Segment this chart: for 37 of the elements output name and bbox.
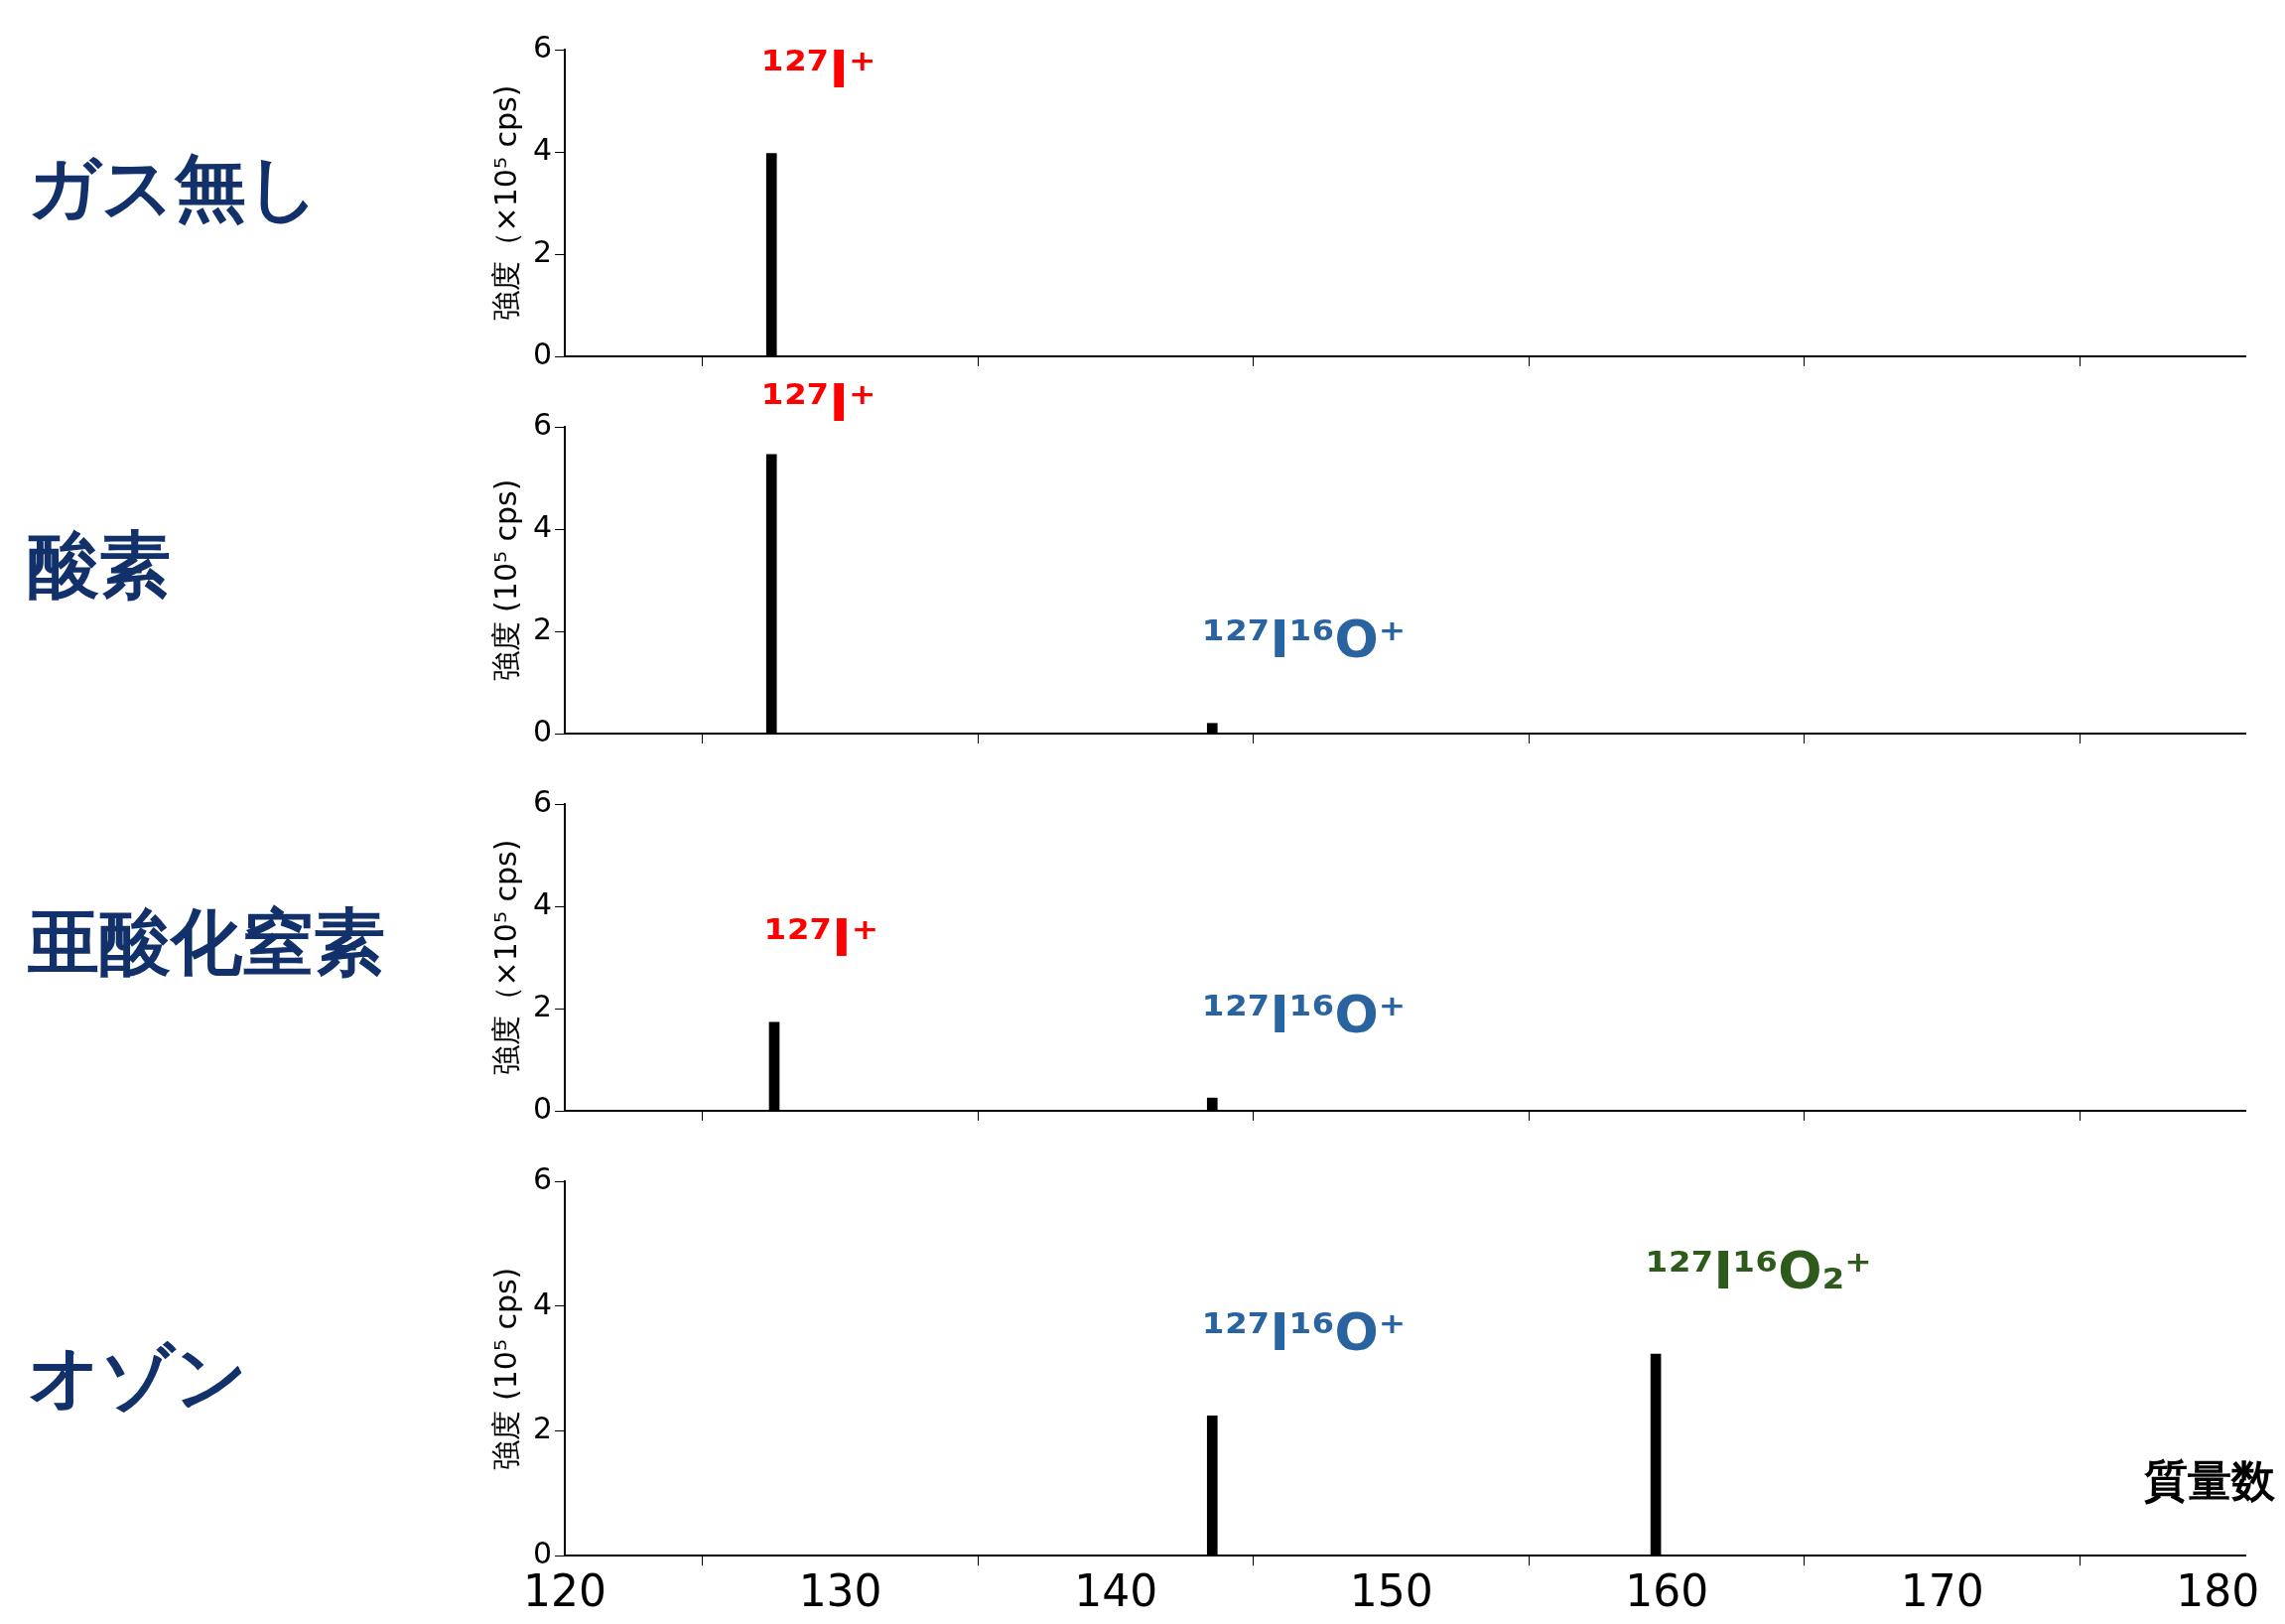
annotation: ¹²⁷I¹⁶O₂⁺ (1646, 1240, 1872, 1300)
annotation: ¹²⁷I¹⁶O⁺ (1202, 1301, 1407, 1362)
y-tick-label: 2 (532, 610, 553, 646)
y-tick-label: 2 (532, 1411, 553, 1446)
y-tick-label: 4 (532, 1286, 553, 1321)
y-axis-title: 強度 (10⁵ cps) (487, 478, 523, 682)
annotation: ¹²⁷I⁺ (764, 908, 879, 969)
y-tick-label: 6 (532, 783, 553, 819)
y-tick-label: 0 (532, 336, 553, 371)
y-axis-title: 強度 (10⁵ cps) (487, 1267, 523, 1470)
x-tick-label: 140 (1074, 1565, 1158, 1617)
text: ガス無し (27, 145, 321, 231)
y-tick-label: 2 (532, 233, 553, 269)
annotation: ¹²⁷I¹⁶O⁺ (1202, 609, 1407, 670)
x-tick-label: 160 (1625, 1565, 1709, 1617)
x-axis-title: 質量数 (2143, 1454, 2276, 1506)
y-axis-title: 強度（×10⁵ cps) (487, 84, 523, 322)
y-tick-label: 6 (532, 29, 553, 65)
y-axis-title: 強度（×10⁵ cps) (487, 839, 523, 1076)
text: 酸素 (27, 522, 172, 609)
y-tick-label: 4 (532, 508, 553, 544)
x-tick-label: 130 (798, 1565, 882, 1617)
y-tick-label: 0 (532, 713, 553, 748)
text: 亜酸化窒素 (27, 899, 386, 986)
y-tick-label: 6 (532, 406, 553, 442)
annotation: ¹²⁷I¹⁶O⁺ (1202, 984, 1407, 1044)
y-tick-label: 4 (532, 131, 553, 167)
x-tick-label: 180 (2176, 1565, 2260, 1617)
y-tick-label: 6 (532, 1160, 553, 1196)
x-tick-label: 170 (1900, 1565, 1984, 1617)
y-tick-label: 4 (532, 885, 553, 921)
y-tick-label: 0 (532, 1090, 553, 1126)
x-tick-label: 150 (1349, 1565, 1433, 1617)
annotation: ¹²⁷I⁺ (761, 372, 876, 433)
y-tick-label: 2 (532, 988, 553, 1023)
text: オゾン (27, 1334, 249, 1421)
annotation: ¹²⁷I⁺ (761, 40, 876, 100)
